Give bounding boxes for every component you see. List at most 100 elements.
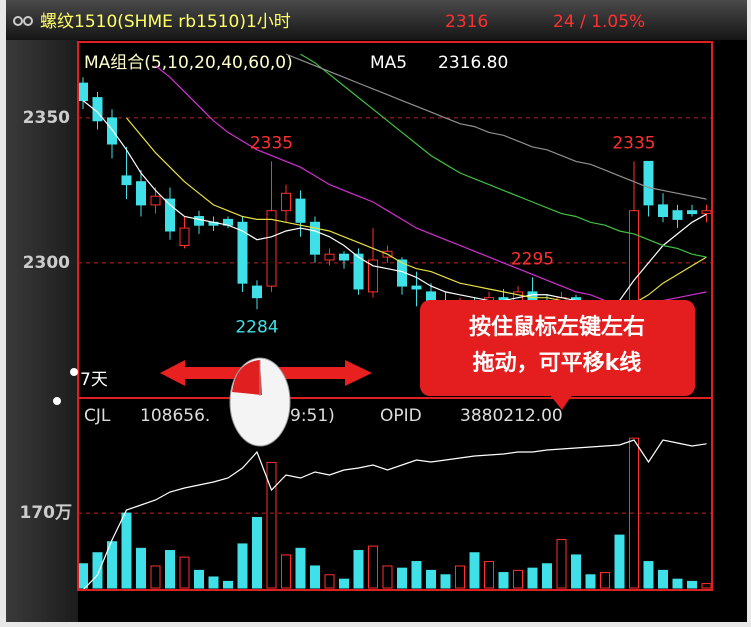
candle-body xyxy=(658,204,668,217)
volume-bar xyxy=(194,569,204,589)
candle-body xyxy=(368,259,378,293)
volume-bar xyxy=(107,541,117,589)
candle-body xyxy=(527,291,538,302)
candle-body xyxy=(78,82,88,102)
price-annotation: 2335 xyxy=(250,133,293,153)
y-tick-label: 2300 xyxy=(23,253,70,273)
price-change: 24 / 1.05% xyxy=(553,12,645,32)
candle-body xyxy=(687,210,697,215)
volume-bar xyxy=(281,554,291,589)
candle-body xyxy=(310,221,320,255)
tooltip xyxy=(420,300,695,410)
volume-bar xyxy=(339,578,349,589)
volume-bar xyxy=(629,437,639,589)
candle-body xyxy=(672,210,683,220)
candle-body xyxy=(107,117,117,145)
volume-bar xyxy=(121,512,132,589)
volume-bar xyxy=(78,563,88,589)
candle-body xyxy=(643,160,654,206)
sparkles xyxy=(53,368,78,405)
chart-frame xyxy=(77,41,713,591)
volume-bar xyxy=(658,569,668,589)
volume-bar xyxy=(542,563,552,589)
symbol: 螺纹1510(SHME rb1510)1小时 xyxy=(40,12,291,32)
candle-body xyxy=(266,210,277,287)
candle-body xyxy=(701,210,712,215)
volume-bar xyxy=(92,552,103,589)
candle-body xyxy=(150,195,161,206)
candle-body xyxy=(324,253,335,261)
candle-body xyxy=(629,210,639,316)
volume-bar xyxy=(614,534,625,589)
ma-label: MA5 xyxy=(370,53,407,73)
volume-bar xyxy=(571,554,581,589)
opid-value: 3880212.00 xyxy=(460,406,563,426)
indicator-label: MA组合(5,10,20,40,60,0) xyxy=(84,53,293,73)
candle-body xyxy=(136,181,146,206)
volume-bar xyxy=(455,565,465,589)
candle-body xyxy=(194,215,204,226)
candle-body xyxy=(339,253,349,261)
candle-body xyxy=(411,285,422,290)
price-annotation: 2335 xyxy=(612,133,655,153)
volume-bar xyxy=(266,461,277,589)
axis-column xyxy=(6,40,78,622)
volume-bar xyxy=(310,565,320,589)
candle-body xyxy=(165,198,175,232)
volume-bar xyxy=(223,580,233,589)
volume-bar xyxy=(687,580,697,589)
volume-bar xyxy=(513,569,523,589)
period-label: 7天 xyxy=(80,370,108,390)
candle-body xyxy=(426,291,436,302)
ma-value: 2316.80 xyxy=(438,53,508,73)
tooltip-line: 按住鼠标左键左右 xyxy=(469,314,645,340)
candle-body xyxy=(237,221,248,284)
volume-bar xyxy=(179,556,190,589)
volume-label: CJL xyxy=(84,406,111,426)
volume-value: 108656. xyxy=(140,406,210,426)
mouse-icon xyxy=(229,357,291,447)
volume-bar xyxy=(252,516,262,589)
volume-bar xyxy=(411,561,422,589)
last-price: 2316 xyxy=(445,12,488,32)
candle-body xyxy=(353,253,364,290)
opid-line xyxy=(82,439,707,591)
candle-body xyxy=(179,227,190,246)
volume-bar xyxy=(295,547,306,589)
volume-bar xyxy=(165,550,175,589)
volume-bar xyxy=(382,565,393,589)
volume-time: 9:51) xyxy=(290,406,335,426)
volume-bar xyxy=(150,565,161,589)
volume-bar xyxy=(208,576,219,589)
volume-bar xyxy=(397,567,407,589)
volume-bar xyxy=(324,574,335,589)
opid-label: OPID xyxy=(380,406,422,426)
ma-line xyxy=(300,53,707,258)
volume-bar xyxy=(643,561,654,589)
volume-bar xyxy=(498,572,509,589)
volume-bar xyxy=(368,545,378,589)
y-tick-label: 170万 xyxy=(20,503,73,523)
candle-body xyxy=(281,192,291,212)
price-annotation: 2295 xyxy=(511,249,554,269)
candle-body xyxy=(252,285,262,299)
volume-bar xyxy=(556,539,567,589)
volume-bar xyxy=(527,567,538,589)
volume-bar xyxy=(136,547,146,589)
tooltip-line: 拖动，可平移k线 xyxy=(473,350,642,376)
candle-body xyxy=(295,198,306,223)
volume-bar xyxy=(585,574,596,589)
ma-line xyxy=(285,53,707,200)
volume-bar xyxy=(600,572,610,589)
volume-bar xyxy=(440,574,451,589)
candle-body xyxy=(121,175,132,186)
volume-bar xyxy=(484,561,494,589)
volume-bar xyxy=(237,543,248,589)
header-bar xyxy=(6,0,747,40)
price-annotation: 2284 xyxy=(235,317,278,337)
link-icon xyxy=(13,16,33,26)
y-tick-label: 2350 xyxy=(23,108,70,128)
volume-bar xyxy=(469,552,480,589)
volume-bar xyxy=(353,550,364,589)
